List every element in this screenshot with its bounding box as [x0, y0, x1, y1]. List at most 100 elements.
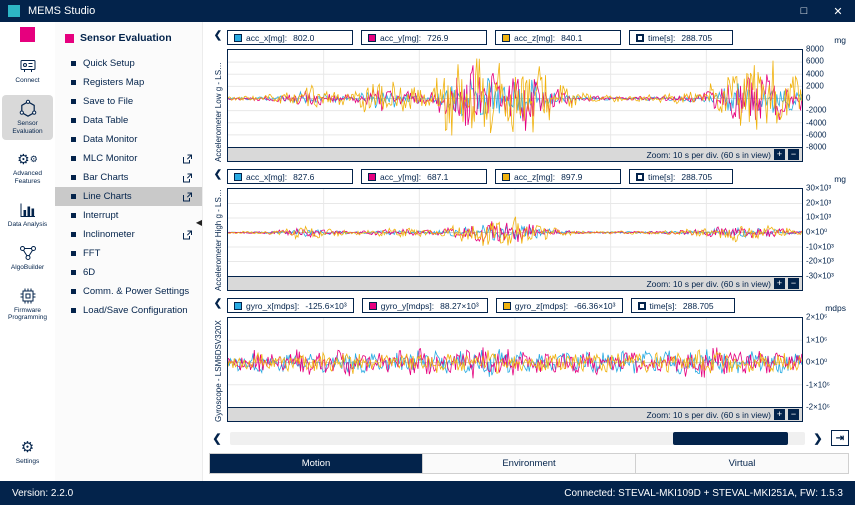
maximize-button[interactable]: □	[787, 0, 821, 22]
zoom-out-button[interactable]: −	[788, 409, 799, 420]
zoom-out-button[interactable]: −	[788, 278, 799, 289]
collapse-panel-button[interactable]: ❮	[214, 30, 222, 46]
rail-item-data-analysis[interactable]: Data Analysis	[2, 196, 53, 234]
bullet-icon	[71, 80, 76, 85]
tab-motion[interactable]: Motion	[210, 454, 423, 473]
legend-item-acc_z[interactable]: acc_z[mg]:840.1	[495, 30, 621, 45]
sidebar-item-data-monitor[interactable]: Data Monitor	[55, 130, 202, 149]
legend-item-time[interactable]: time[s]:288.705	[629, 169, 733, 184]
chart-plot-area[interactable]	[227, 188, 803, 276]
scrollbar-thumb[interactable]	[673, 432, 788, 445]
external-link-icon[interactable]	[182, 172, 193, 183]
legend-swatch-acc_x	[234, 173, 242, 181]
legend-item-gyro_x[interactable]: gyro_x[mdps]:-125.6×10³	[227, 298, 354, 313]
main-row: Connect Sensor Evaluation ⚙⚙ Advanced Featu…	[0, 22, 855, 481]
scrollbar-track[interactable]	[230, 432, 805, 445]
legend-swatch-acc_x	[234, 34, 242, 42]
collapse-panel-button[interactable]: ❮	[214, 298, 222, 314]
chart-plot-area[interactable]	[227, 49, 803, 147]
waveform-plot	[228, 50, 802, 147]
rail-item-label: Advanced Features	[3, 170, 52, 186]
rail-item-firmware-programming[interactable]: Firmware Programming	[2, 282, 53, 328]
axis-tick-label: 6000	[806, 57, 824, 66]
legend-item-acc_x[interactable]: acc_x[mg]:802.0	[227, 30, 353, 45]
legend-item-acc_y[interactable]: acc_y[mg]:687.1	[361, 169, 487, 184]
sidebar-item-mlc-monitor[interactable]: MLC Monitor	[55, 149, 202, 168]
rail-item-label: Data Analysis	[8, 221, 47, 229]
scroll-right-button[interactable]: ❯	[811, 432, 825, 445]
sidebar-item-line-charts[interactable]: Line Charts	[55, 187, 202, 206]
legend-item-acc_x[interactable]: acc_x[mg]:827.6	[227, 169, 353, 184]
legend-swatch-time	[636, 34, 644, 42]
collapse-panel-button[interactable]: ❮	[214, 169, 222, 185]
chart-plot-area[interactable]	[227, 317, 803, 407]
external-link-icon[interactable]	[182, 191, 193, 202]
legend-value: 840.1	[561, 33, 582, 43]
sidebar-item-label: FFT	[83, 248, 100, 259]
legend-label: gyro_y[mdps]:	[381, 301, 434, 311]
waveform-plot	[228, 318, 802, 407]
legend-label: time[s]:	[648, 172, 675, 182]
sidebar-item-inclinometer[interactable]: Inclinometer	[55, 225, 202, 244]
sidebar-collapse-arrow[interactable]: ◀	[196, 218, 202, 227]
close-button[interactable]: ✕	[821, 0, 855, 22]
legend-item-time[interactable]: time[s]:288.705	[629, 30, 733, 45]
sidebar-item-interrupt[interactable]: Interrupt	[55, 206, 202, 225]
chart-panel-accelerometer-high-g-ls: ❮Accelerometer High g - LS…acc_x[mg]:827…	[209, 169, 849, 291]
rail-item-settings[interactable]: ⚙Settings	[2, 433, 53, 471]
axis-tick-label: -20×10³	[806, 257, 834, 266]
legend-value: 288.705	[683, 301, 714, 311]
bullet-icon	[71, 118, 76, 123]
tab-virtual[interactable]: Virtual	[636, 454, 848, 473]
bar-chart-icon	[18, 201, 38, 219]
waveform-plot	[228, 189, 802, 276]
legend-label: acc_z[mg]:	[514, 172, 555, 182]
scroll-left-button[interactable]: ❮	[210, 432, 224, 445]
sidebar-item-registers-map[interactable]: Registers Map	[55, 73, 202, 92]
legend-swatch-gyro_z	[503, 302, 511, 310]
rail-item-advanced-features[interactable]: ⚙⚙ Advanced Features	[2, 145, 53, 191]
legend-swatch-time	[638, 302, 646, 310]
sidebar-item-quick-setup[interactable]: Quick Setup	[55, 54, 202, 73]
rail-item-algobuilder[interactable]: AlgoBuilder	[2, 239, 53, 277]
bullet-icon	[71, 194, 76, 199]
axis-tick-label: -2×10⁶	[806, 403, 830, 412]
sidebar-item-comm-power-settings[interactable]: Comm. & Power Settings	[55, 282, 202, 301]
external-link-icon[interactable]	[182, 229, 193, 240]
legend-value: 897.9	[561, 172, 582, 182]
legend-value: 88.27×10³	[440, 301, 479, 311]
axis-tick-label: 10×10³	[806, 213, 831, 222]
legend-item-time[interactable]: time[s]:288.705	[631, 298, 735, 313]
chart-panel-accelerometer-low-g-ls: ❮Accelerometer Low g - LS…acc_x[mg]:802.…	[209, 30, 849, 162]
sidebar-item-data-table[interactable]: Data Table	[55, 111, 202, 130]
axis-tick-label: 30×10³	[806, 184, 831, 193]
sidebar-item-bar-charts[interactable]: Bar Charts	[55, 168, 202, 187]
chart-panels: ❮Accelerometer Low g - LS…acc_x[mg]:802.…	[209, 30, 849, 429]
sidebar-item-label: 6D	[83, 267, 95, 278]
rail-item-label: AlgoBuilder	[11, 264, 44, 272]
zoom-level-label: Zoom: 10 s per div. (60 s in view)	[646, 410, 771, 420]
bullet-icon	[71, 308, 76, 313]
rail-item-connect[interactable]: Connect	[2, 52, 53, 90]
sidebar-item-6d[interactable]: 6D	[55, 263, 202, 282]
skip-to-end-button[interactable]: ⇥	[831, 430, 849, 446]
zoom-in-button[interactable]: +	[774, 278, 785, 289]
external-link-icon[interactable]	[182, 153, 193, 164]
legend-item-acc_y[interactable]: acc_y[mg]:726.9	[361, 30, 487, 45]
sidebar-item-load-save-configuration[interactable]: Load/Save Configuration	[55, 301, 202, 320]
sidebar-item-fft[interactable]: FFT	[55, 244, 202, 263]
legend-row: gyro_x[mdps]:-125.6×10³ gyro_y[mdps]: 88.2…	[227, 298, 803, 315]
tab-environment[interactable]: Environment	[423, 454, 636, 473]
zoom-in-button[interactable]: +	[774, 409, 785, 420]
axis-tick-label: 0×10⁰	[806, 358, 827, 367]
zoom-out-button[interactable]: −	[788, 149, 799, 160]
rail-item-sensor-evaluation[interactable]: Sensor Evaluation	[2, 95, 53, 141]
sidebar-item-save-to-file[interactable]: Save to File	[55, 92, 202, 111]
legend-item-gyro_y[interactable]: gyro_y[mdps]: 88.27×10³	[362, 298, 488, 313]
zoom-in-button[interactable]: +	[774, 149, 785, 160]
legend-item-gyro_z[interactable]: gyro_z[mdps]:-66.36×10³	[496, 298, 623, 313]
gears-icon: ⚙⚙	[17, 150, 38, 168]
legend-item-acc_z[interactable]: acc_z[mg]: 897.9	[495, 169, 621, 184]
rail-item-label: Settings	[16, 458, 40, 466]
legend-row: acc_x[mg]:827.6 acc_y[mg]:687.1 acc_z[mg]:…	[227, 169, 803, 186]
